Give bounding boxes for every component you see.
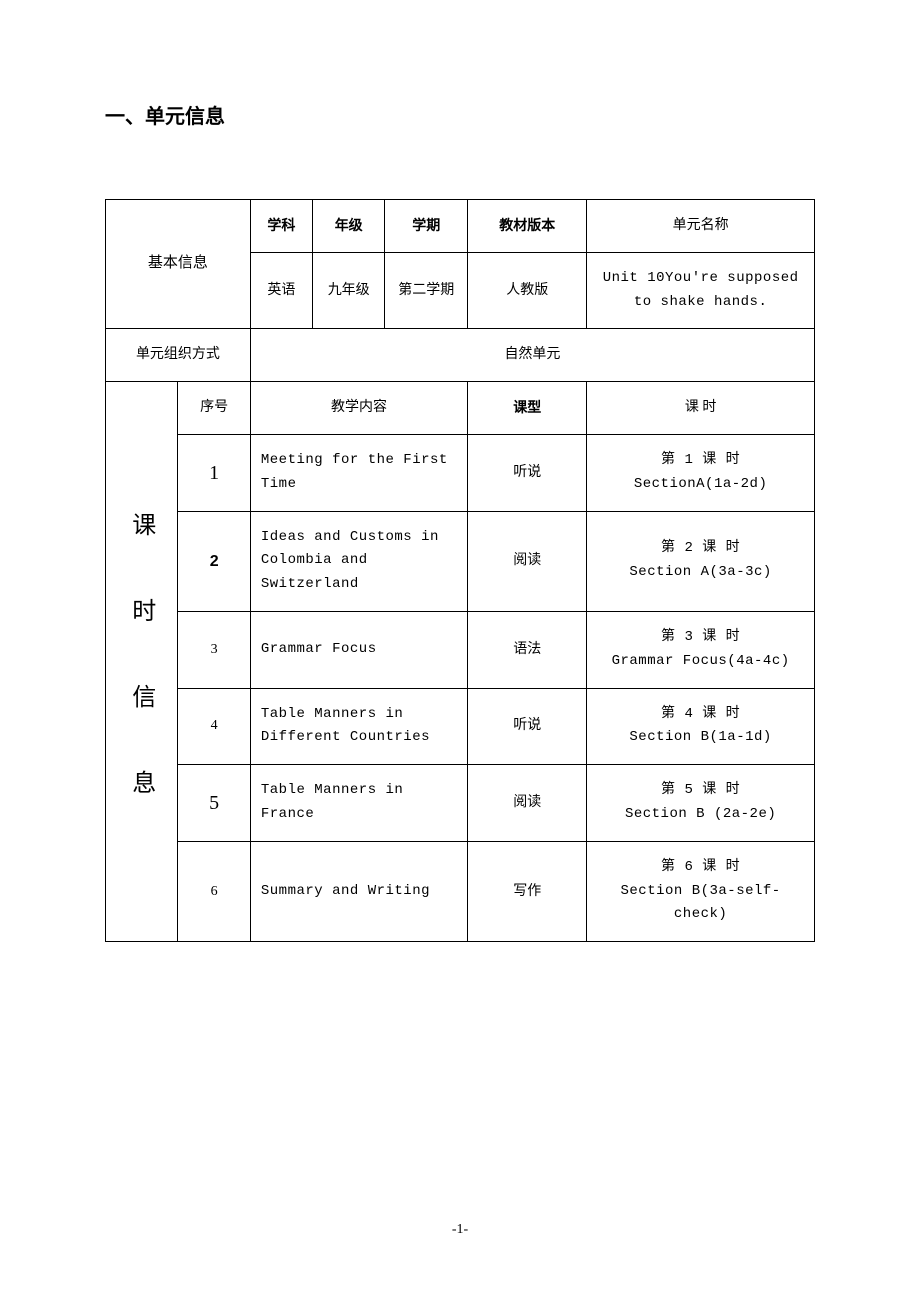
lesson-type: 阅读 [468, 511, 587, 611]
header-period: 课 时 [587, 382, 815, 435]
period-line1: 第 6 课 时 [661, 859, 740, 875]
lesson-type: 听说 [468, 688, 587, 765]
unit-info-table: 基本信息 学科 年级 学期 教材版本 单元名称 英语 九年级 第二学期 人教版 … [105, 199, 815, 942]
period-line1: 第 1 课 时 [661, 452, 740, 468]
lesson-seq: 2 [178, 511, 250, 611]
basic-info-header-row: 基本信息 学科 年级 学期 教材版本 单元名称 [106, 200, 815, 253]
header-grade: 年级 [312, 200, 384, 253]
value-subject: 英语 [250, 252, 312, 329]
lesson-row: 1 Meeting for the First Time 听说 第 1 课 时 … [106, 434, 815, 511]
lesson-content: Grammar Focus [250, 611, 467, 688]
unit-org-row: 单元组织方式 自然单元 [106, 329, 815, 382]
lesson-info-label-text: 课 时 信 息 [114, 487, 167, 837]
header-content: 教学内容 [250, 382, 467, 435]
period-line2: Section B(3a-self-check) [620, 883, 780, 923]
page-number: -1- [105, 1222, 815, 1238]
lesson-row: 4 Table Manners in Different Countries 听… [106, 688, 815, 765]
lesson-type: 写作 [468, 841, 587, 941]
value-textbook: 人教版 [468, 252, 587, 329]
unit-org-label: 单元组织方式 [106, 329, 251, 382]
lesson-info-label: 课 时 信 息 [106, 382, 178, 942]
lesson-content: Table Manners in Different Countries [250, 688, 467, 765]
lesson-period: 第 1 课 时 SectionA(1a-2d) [587, 434, 815, 511]
lesson-row: 3 Grammar Focus 语法 第 3 课 时 Grammar Focus… [106, 611, 815, 688]
lesson-row: 6 Summary and Writing 写作 第 6 课 时 Section… [106, 841, 815, 941]
lesson-row: 5 Table Manners in France 阅读 第 5 课 时 Sec… [106, 765, 815, 842]
lesson-period: 第 6 课 时 Section B(3a-self-check) [587, 841, 815, 941]
period-line2: Section A(3a-3c) [629, 564, 771, 580]
lesson-content: Meeting for the First Time [250, 434, 467, 511]
period-line2: SectionA(1a-2d) [634, 476, 768, 492]
lesson-type: 听说 [468, 434, 587, 511]
period-line2: Section B(1a-1d) [629, 729, 771, 745]
period-line1: 第 5 课 时 [661, 782, 740, 798]
lesson-seq: 1 [178, 434, 250, 511]
lesson-period: 第 4 课 时 Section B(1a-1d) [587, 688, 815, 765]
header-type: 课型 [468, 382, 587, 435]
lesson-content: Table Manners in France [250, 765, 467, 842]
header-textbook: 教材版本 [468, 200, 587, 253]
lesson-seq: 3 [178, 611, 250, 688]
lesson-period: 第 3 课 时 Grammar Focus(4a-4c) [587, 611, 815, 688]
lesson-period: 第 5 课 时 Section B (2a-2e) [587, 765, 815, 842]
period-line1: 第 4 课 时 [661, 706, 740, 722]
value-semester: 第二学期 [385, 252, 468, 329]
lesson-content: Summary and Writing [250, 841, 467, 941]
section-heading: 一、单元信息 [105, 100, 815, 129]
lesson-seq: 6 [178, 841, 250, 941]
period-line2: Section B (2a-2e) [625, 806, 776, 822]
lesson-period: 第 2 课 时 Section A(3a-3c) [587, 511, 815, 611]
lesson-seq: 4 [178, 688, 250, 765]
lesson-header-row: 课 时 信 息 序号 教学内容 课型 课 时 [106, 382, 815, 435]
lesson-seq: 5 [178, 765, 250, 842]
lesson-row: 2 Ideas and Customs in Colombia and Swit… [106, 511, 815, 611]
basic-info-label: 基本信息 [106, 200, 251, 329]
header-seq: 序号 [178, 382, 250, 435]
period-line1: 第 3 课 时 [661, 629, 740, 645]
unit-org-value: 自然单元 [250, 329, 814, 382]
lesson-type: 阅读 [468, 765, 587, 842]
period-line1: 第 2 课 时 [661, 540, 740, 556]
lesson-content: Ideas and Customs in Colombia and Switze… [250, 511, 467, 611]
header-unit-name: 单元名称 [587, 200, 815, 253]
value-grade: 九年级 [312, 252, 384, 329]
header-subject: 学科 [250, 200, 312, 253]
header-semester: 学期 [385, 200, 468, 253]
value-unit-name: Unit 10You're supposed to shake hands. [587, 252, 815, 329]
period-line2: Grammar Focus(4a-4c) [612, 653, 790, 669]
lesson-type: 语法 [468, 611, 587, 688]
